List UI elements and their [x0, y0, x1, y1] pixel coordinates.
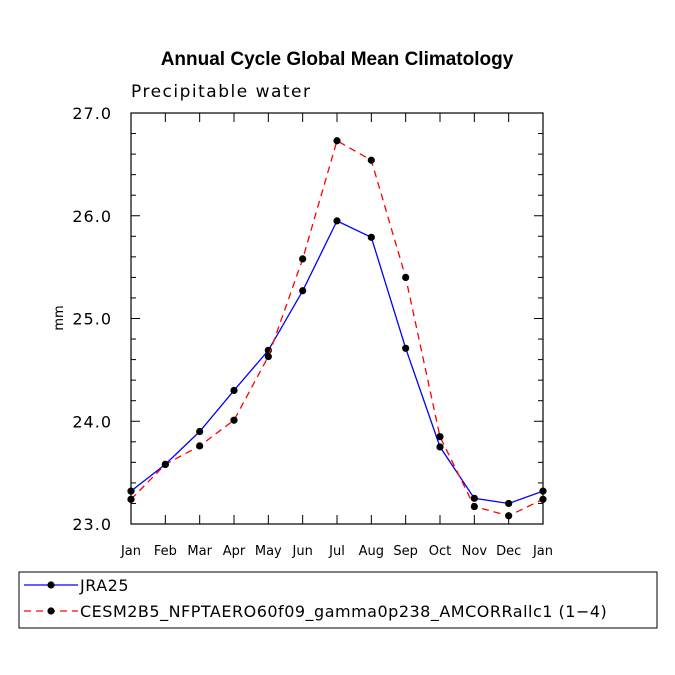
x-tick-label: Mar [187, 544, 212, 559]
y-tick-label: 27.0 [72, 104, 112, 123]
series-1-point [505, 499, 513, 508]
legend-marker-2 [47, 607, 55, 615]
series-1-point [402, 344, 410, 352]
series-2-point [333, 137, 341, 145]
series-2-point [539, 495, 547, 503]
series-1-point [333, 217, 341, 225]
series-2-point [402, 273, 410, 281]
plot-frame [130, 112, 544, 525]
series-2-point [230, 416, 238, 424]
series-1-point [539, 487, 547, 495]
series-line-1 [130, 220, 544, 505]
x-tick-label: Oct [429, 544, 451, 559]
x-tick-label: Apr [223, 544, 246, 559]
series-1-point [299, 287, 307, 295]
x-tick-label: Jan [120, 544, 141, 559]
x-tick-label: Nov [462, 544, 488, 559]
series-1-point [127, 487, 135, 495]
series-line-2 [130, 139, 544, 517]
series-2-point [264, 352, 272, 361]
legend-label-2: CESM2B5_NFPTAERO60f09_gamma0p238_AMCORRa… [80, 602, 607, 622]
legend-marker-1 [47, 581, 55, 589]
series-layer [127, 137, 547, 520]
series-2-point [127, 495, 135, 503]
series-1-point [367, 233, 375, 241]
x-tick-label: Sep [393, 544, 418, 559]
y-tick-label: 24.0 [72, 412, 112, 431]
y-tick-label: 25.0 [72, 310, 112, 329]
series-1-point [230, 386, 238, 395]
series-1-point [470, 494, 478, 502]
y-tick-label: 23.0 [72, 515, 112, 534]
legend-box [18, 571, 658, 629]
x-tick-label: Jan [532, 544, 553, 559]
chart-subtitle: Precipitable water [131, 82, 312, 102]
legend: JRA25 CESM2B5_NFPTAERO60f09_gamma0p238_AM… [18, 571, 658, 629]
x-tick-label: Aug [359, 544, 384, 559]
x-tick-label: Jul [328, 544, 345, 559]
x-tick-label: May [255, 544, 282, 559]
series-1-point [436, 443, 444, 451]
ticks-layer: Jan Feb Mar Apr May Jun Jul Aug Sep Oct Nov Dec Jan 2… [72, 104, 553, 559]
x-tick-label: Dec [496, 544, 521, 559]
x-tick-label: Jun [292, 544, 313, 559]
legend-label-1: JRA25 [79, 576, 129, 595]
series-2-point [196, 442, 204, 450]
series-2-point [299, 255, 307, 263]
chart-title: Annual Cycle Global Mean Climatology [161, 49, 514, 70]
series-2-point [161, 460, 169, 469]
series-2-point [436, 433, 444, 441]
series-2-point [505, 512, 513, 520]
series-2-point [470, 502, 478, 511]
y-tick-label: 26.0 [72, 207, 112, 226]
series-2-point [367, 156, 375, 164]
y-axis-label: mm [52, 305, 67, 330]
x-tick-label: Feb [154, 544, 177, 559]
series-1-point [196, 427, 204, 436]
